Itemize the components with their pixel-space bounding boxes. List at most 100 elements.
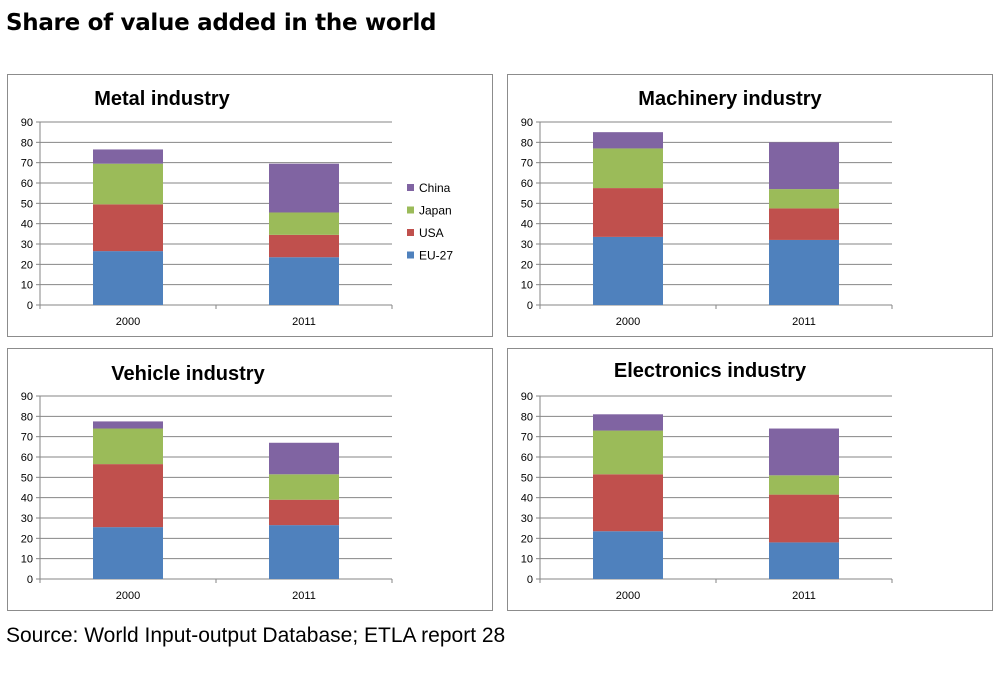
bar-china-2000 xyxy=(593,414,663,431)
chart-panel-electronics-industry: Electronics industry 0 10 20 30 40 50 60 70 80 90 2… xyxy=(507,348,993,611)
y-tick-label: 90 xyxy=(21,117,33,129)
bar-usa-2011 xyxy=(269,234,339,258)
y-tick-label: 10 xyxy=(521,280,533,292)
y-tick-label: 40 xyxy=(521,219,533,231)
chart-svg: Electronics industry 0 10 20 30 40 50 60 70 80 90 2… xyxy=(521,360,893,602)
bar-eu-27-2000 xyxy=(593,236,663,305)
y-tick-label: 50 xyxy=(21,198,33,210)
bar-china-2011 xyxy=(769,142,839,190)
legend-swatch-japan xyxy=(407,206,414,214)
y-tick-label: 0 xyxy=(527,574,533,586)
bar-japan-2011 xyxy=(269,212,339,235)
chart-title: Vehicle industry xyxy=(111,363,265,385)
y-tick-label: 70 xyxy=(521,158,533,170)
bar-japan-2011 xyxy=(769,475,839,495)
x-tick-label-2000: 2000 xyxy=(116,590,140,602)
bar-japan-2000 xyxy=(93,163,163,205)
bar-usa-2000 xyxy=(593,474,663,532)
x-tick-label-2011: 2011 xyxy=(292,316,316,328)
y-tick-label: 70 xyxy=(521,432,533,444)
x-tick-label-2011: 2011 xyxy=(792,316,816,328)
bar-japan-2000 xyxy=(593,430,663,475)
legend-swatch-eu-27 xyxy=(407,251,414,259)
y-tick-label: 0 xyxy=(527,300,533,312)
legend-label-china: China xyxy=(419,181,451,195)
bar-eu-27-2011 xyxy=(269,525,339,579)
bar-china-2011 xyxy=(269,442,339,475)
y-tick-label: 60 xyxy=(521,452,533,464)
bar-usa-2000 xyxy=(93,204,163,252)
legend-label-usa: USA xyxy=(419,226,444,240)
bar-japan-2011 xyxy=(769,189,839,209)
y-tick-label: 70 xyxy=(21,432,33,444)
chart-title: Metal industry xyxy=(94,88,230,110)
legend-swatch-china xyxy=(407,184,414,191)
y-tick-label: 70 xyxy=(21,158,33,170)
y-tick-label: 90 xyxy=(521,391,533,403)
page-title: Share of value added in the world xyxy=(6,10,437,36)
bar-usa-2011 xyxy=(269,499,339,526)
bar-usa-2000 xyxy=(93,464,163,528)
source-note: Source: World Input-output Database; ETL… xyxy=(6,624,506,647)
y-tick-label: 10 xyxy=(521,554,533,566)
bar-eu-27-2011 xyxy=(769,542,839,579)
bar-china-2000 xyxy=(93,421,163,429)
bar-china-2000 xyxy=(93,149,163,164)
y-tick-label: 20 xyxy=(521,533,533,545)
y-tick-label: 80 xyxy=(21,137,33,149)
bar-eu-27-2011 xyxy=(269,257,339,305)
y-tick-label: 30 xyxy=(521,513,533,525)
x-tick-label-2011: 2011 xyxy=(292,590,316,602)
y-tick-label: 50 xyxy=(521,472,533,484)
y-tick-label: 50 xyxy=(21,472,33,484)
y-tick-label: 90 xyxy=(521,117,533,129)
legend-label-eu-27: EU-27 xyxy=(419,249,453,263)
y-tick-label: 40 xyxy=(21,219,33,231)
bar-china-2000 xyxy=(593,132,663,149)
x-tick-label-2000: 2000 xyxy=(616,316,640,328)
bar-japan-2011 xyxy=(269,474,339,500)
bar-japan-2000 xyxy=(593,148,663,189)
bar-china-2011 xyxy=(269,163,339,213)
chart-title: Machinery industry xyxy=(638,88,822,110)
bar-eu-27-2011 xyxy=(769,239,839,305)
bar-eu-27-2000 xyxy=(93,251,163,305)
chart-panel-machinery-industry: Machinery industry 0 10 20 30 40 50 60 70 80 90 200… xyxy=(507,74,993,337)
bar-usa-2000 xyxy=(593,188,663,237)
y-tick-label: 0 xyxy=(27,574,33,586)
x-tick-label-2000: 2000 xyxy=(116,316,140,328)
y-tick-label: 30 xyxy=(521,239,533,251)
y-tick-label: 50 xyxy=(521,198,533,210)
bar-eu-27-2000 xyxy=(593,531,663,579)
y-tick-label: 30 xyxy=(21,239,33,251)
chart-panel-vehicle-industry: Vehicle industry 0 10 20 30 40 50 60 70 80 90 2000 2… xyxy=(7,348,493,611)
y-tick-label: 60 xyxy=(21,178,33,190)
y-tick-label: 80 xyxy=(521,137,533,149)
y-tick-label: 60 xyxy=(521,178,533,190)
y-tick-label: 40 xyxy=(21,493,33,505)
chart-svg: Metal industry 0 10 20 30 40 50 60 70 80 90 2000 201… xyxy=(21,88,454,328)
y-tick-label: 20 xyxy=(21,259,33,271)
y-tick-label: 90 xyxy=(21,391,33,403)
chart-svg: Vehicle industry 0 10 20 30 40 50 60 70 80 90 2000 2… xyxy=(21,363,393,602)
bar-china-2011 xyxy=(769,428,839,476)
bar-eu-27-2000 xyxy=(93,527,163,579)
y-tick-label: 60 xyxy=(21,452,33,464)
legend-swatch-usa xyxy=(407,229,414,236)
bar-japan-2000 xyxy=(93,428,163,465)
y-tick-label: 0 xyxy=(27,300,33,312)
y-tick-label: 20 xyxy=(21,533,33,545)
chart-svg: Machinery industry 0 10 20 30 40 50 60 70 80 90 200… xyxy=(521,88,893,328)
y-tick-label: 20 xyxy=(521,259,533,271)
x-tick-label-2000: 2000 xyxy=(616,590,640,602)
bar-usa-2011 xyxy=(769,208,839,240)
x-tick-label-2011: 2011 xyxy=(792,590,816,602)
chart-panel-metal-industry: Metal industry 0 10 20 30 40 50 60 70 80 90 2000 201… xyxy=(7,74,493,337)
legend-label-japan: Japan xyxy=(419,204,452,218)
y-tick-label: 40 xyxy=(521,493,533,505)
chart-title: Electronics industry xyxy=(614,360,807,382)
y-tick-label: 10 xyxy=(21,554,33,566)
y-tick-label: 80 xyxy=(521,411,533,423)
bar-usa-2011 xyxy=(769,494,839,543)
y-tick-label: 30 xyxy=(21,513,33,525)
